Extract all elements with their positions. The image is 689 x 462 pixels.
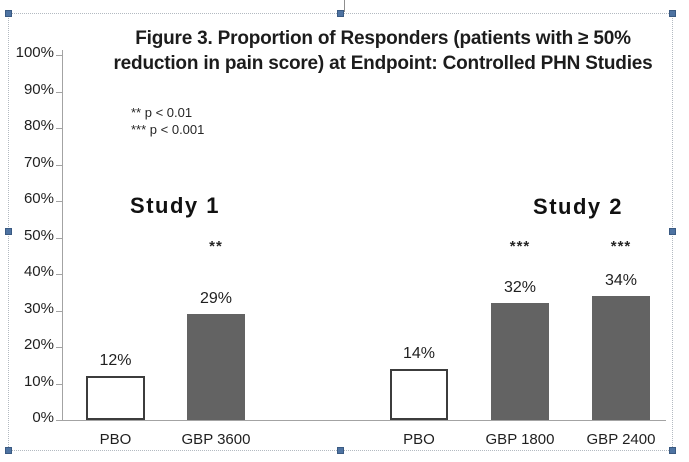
y-tick — [56, 164, 62, 166]
y-tick — [56, 383, 62, 385]
category-label: PBO — [403, 431, 435, 448]
group-label-study2: Study 2 — [533, 194, 623, 219]
bar-value-label: 32% — [503, 279, 537, 296]
selection-handle-sw[interactable] — [5, 447, 12, 454]
bar-gbp-2400 — [592, 296, 650, 420]
bar-value-label: 12% — [99, 352, 132, 369]
category-label: GBP 3600 — [181, 431, 251, 448]
y-tick — [56, 420, 62, 421]
y-tick — [56, 347, 62, 348]
bar-pbo — [86, 376, 145, 420]
y-tick-label: 60% — [23, 190, 54, 207]
chart-title-line1: Figure 3. Proportion of Responders (pati… — [135, 28, 631, 49]
y-tick-label: 100% — [15, 44, 54, 61]
selection-handle-se[interactable] — [669, 447, 676, 454]
y-tick-label: 40% — [23, 263, 54, 280]
group-label-study1: Study 1 — [130, 193, 220, 218]
y-tick — [56, 274, 62, 275]
bar-gbp-3600 — [187, 314, 245, 420]
bar-value-label: 29% — [199, 290, 233, 307]
chart-title: Figure 3. Proportion of Responders (pati… — [93, 26, 673, 76]
y-tick-label: 90% — [23, 80, 54, 98]
selection-handle-ne[interactable] — [669, 10, 676, 17]
y-tick-label: 10% — [23, 372, 54, 390]
y-tick-label: 30% — [23, 299, 54, 317]
y-tick — [56, 310, 62, 312]
significance-marker: *** — [509, 238, 531, 255]
text-cursor — [344, 0, 345, 12]
y-axis-line — [62, 50, 63, 421]
y-tick — [56, 128, 62, 129]
y-tick-label: 20% — [23, 336, 54, 353]
significance-marker: *** — [610, 238, 632, 255]
pvalue-line-2: *** p < 0.001 — [131, 122, 205, 137]
y-tick-label: 0% — [32, 409, 54, 426]
y-tick-label: 80% — [23, 117, 54, 134]
selection-handle-e[interactable] — [669, 228, 676, 235]
bar-value-label: 14% — [402, 345, 436, 362]
pvalue-line-1: ** p < 0.01 — [131, 105, 193, 120]
chart-title-line2: reduction in pain score) at Endpoint: Co… — [113, 53, 653, 74]
significance-marker: ** — [209, 238, 223, 255]
selection-handle-s[interactable] — [336, 447, 344, 454]
bar-gbp-1800 — [491, 303, 549, 420]
selection-handle-nw[interactable] — [5, 10, 12, 17]
x-axis-line — [62, 420, 666, 421]
selection-handle-n[interactable] — [336, 10, 344, 17]
y-tick-label: 50% — [23, 226, 54, 244]
category-label: PBO — [99, 431, 132, 448]
y-tick — [56, 91, 62, 93]
bar-pbo — [390, 369, 448, 420]
y-tick — [56, 201, 62, 202]
y-tick — [56, 55, 62, 56]
y-tick — [56, 237, 62, 239]
category-label: GBP 1800 — [485, 431, 555, 448]
category-label: GBP 2400 — [586, 431, 656, 448]
bar-value-label: 34% — [604, 272, 638, 289]
y-tick-label: 70% — [23, 153, 54, 171]
selection-handle-w[interactable] — [5, 228, 12, 235]
pvalue-legend: ** p < 0.01 *** p < 0.001 — [131, 104, 204, 138]
